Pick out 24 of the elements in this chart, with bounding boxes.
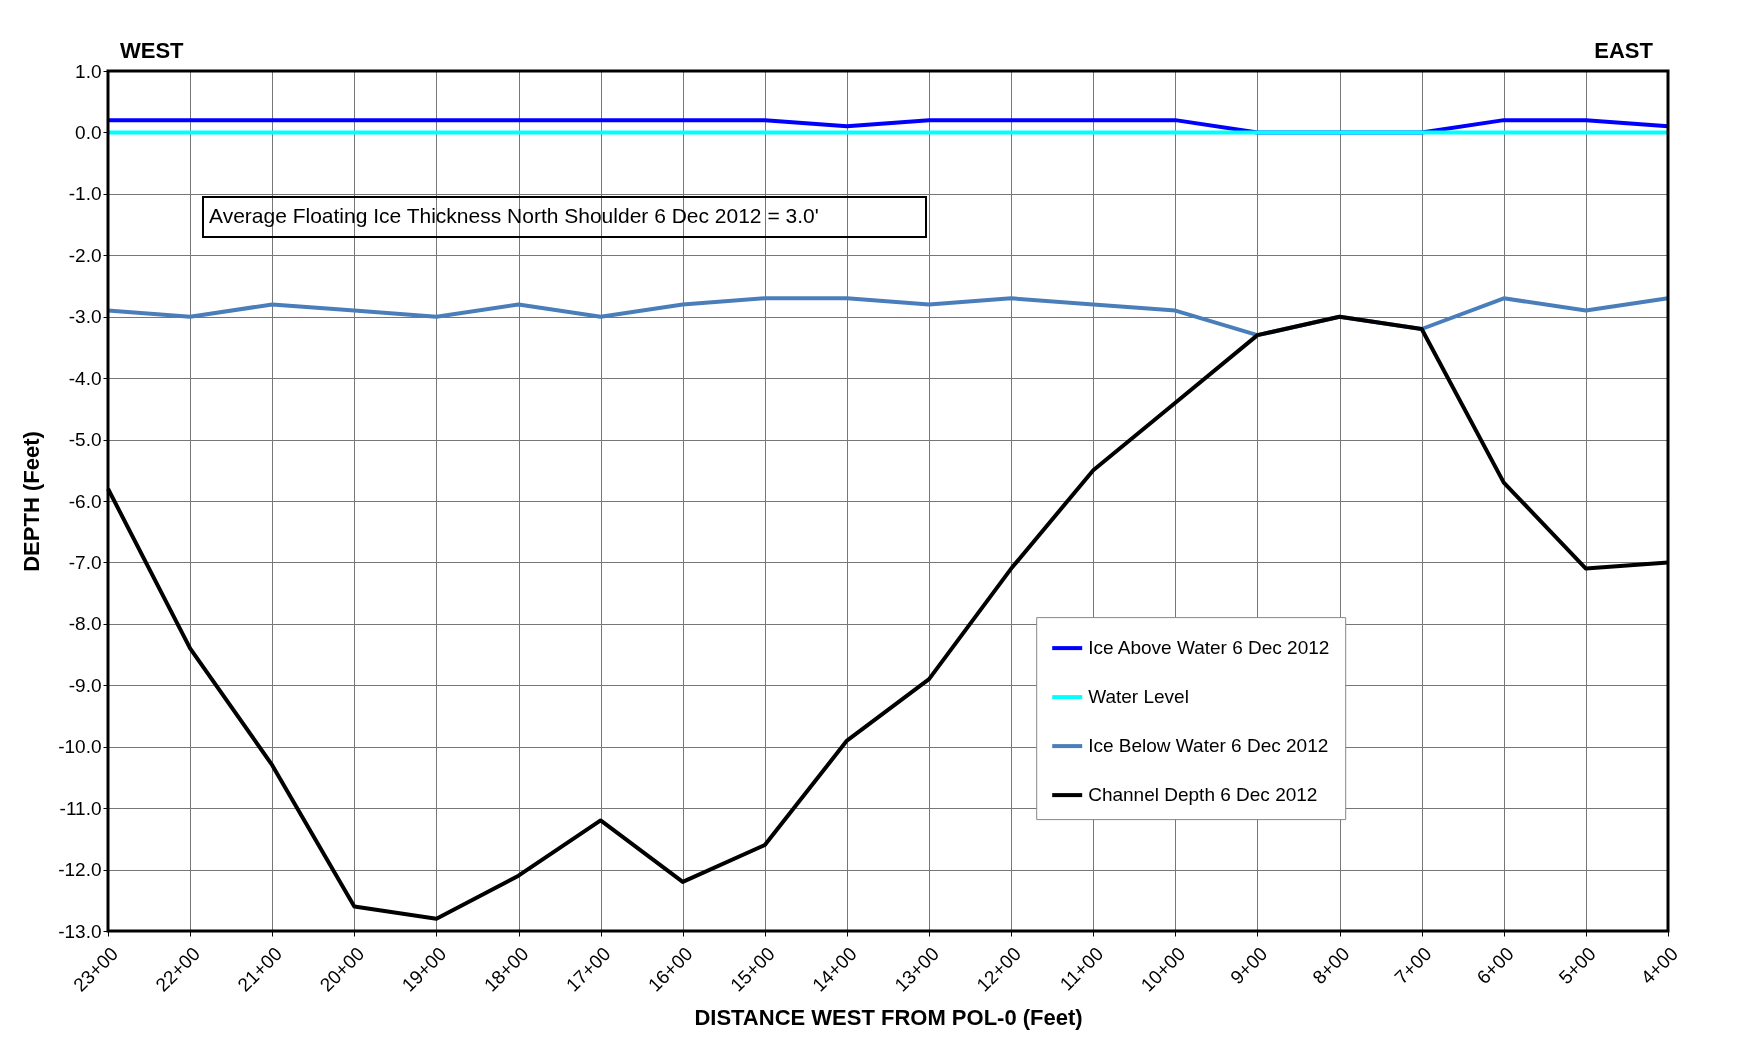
legend-label: Channel Depth 6 Dec 2012 bbox=[1088, 784, 1318, 806]
y-tick-label: -13.0 bbox=[58, 920, 102, 942]
y-axis-title: DEPTH (Feet) bbox=[19, 431, 45, 572]
y-tick-label: -2.0 bbox=[68, 244, 102, 266]
y-tick-label: -6.0 bbox=[68, 490, 102, 512]
legend-label: Ice Above Water 6 Dec 2012 bbox=[1088, 637, 1330, 659]
annotation: Average Floating Ice Thickness North Shoulder 6 Dec 2012 = 3.0' bbox=[209, 204, 819, 227]
y-tick-label: -9.0 bbox=[68, 674, 102, 696]
y-tick-label: -5.0 bbox=[68, 429, 102, 451]
text: WEST bbox=[120, 38, 185, 63]
legend-label: Ice Below Water 6 Dec 2012 bbox=[1088, 735, 1329, 757]
legend-label: Water Level bbox=[1088, 686, 1189, 708]
y-tick-label: -12.0 bbox=[58, 859, 102, 881]
text: EAST bbox=[1594, 38, 1654, 63]
y-tick-label: -4.0 bbox=[68, 367, 102, 389]
y-tick-label: -8.0 bbox=[68, 613, 102, 635]
y-tick-label: -7.0 bbox=[68, 551, 102, 573]
x-axis-title: DISTANCE WEST FROM POL-0 (Feet) bbox=[694, 1004, 1083, 1030]
y-tick-label: -11.0 bbox=[59, 797, 102, 819]
y-tick-label: -10.0 bbox=[58, 736, 102, 758]
y-tick-label: 1.0 bbox=[75, 60, 102, 82]
y-tick-label: 0.0 bbox=[75, 121, 102, 143]
y-tick-label: -3.0 bbox=[68, 306, 102, 328]
y-tick-label: -1.0 bbox=[68, 183, 102, 205]
